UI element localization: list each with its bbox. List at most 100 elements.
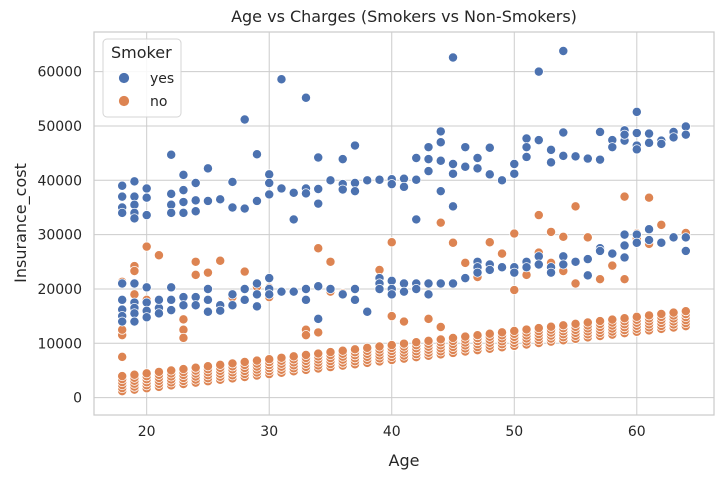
point-yes (387, 180, 396, 189)
point-yes (167, 283, 176, 292)
point-yes (228, 301, 237, 310)
point-yes (461, 162, 470, 171)
point-no-band (203, 362, 212, 371)
point-yes (289, 287, 298, 296)
point-no-band (252, 356, 261, 365)
point-yes (326, 284, 335, 293)
point-no (620, 275, 629, 284)
point-no-band (436, 335, 445, 344)
point-no-band (277, 353, 286, 362)
point-no-band (473, 331, 482, 340)
point-yes (546, 158, 555, 167)
point-yes (424, 143, 433, 152)
point-no-band (497, 328, 506, 337)
point-yes (448, 159, 457, 168)
point-yes (436, 127, 445, 136)
point-yes (252, 196, 261, 205)
point-no-band (314, 349, 323, 358)
point-no-band (350, 345, 359, 354)
point-yes (167, 150, 176, 159)
point-no (326, 257, 335, 266)
point-yes (448, 53, 457, 62)
point-yes (473, 153, 482, 162)
point-yes (412, 215, 421, 224)
point-yes (559, 128, 568, 137)
point-yes (326, 176, 335, 185)
point-yes (314, 314, 323, 323)
point-yes (681, 246, 690, 255)
point-no (497, 249, 506, 258)
point-yes (632, 107, 641, 116)
point-yes (424, 166, 433, 175)
y-tick-label: 60000 (37, 65, 82, 81)
point-no-band (399, 339, 408, 348)
point-yes (142, 283, 151, 292)
legend-label-yes: yes (150, 71, 174, 87)
point-yes (252, 279, 261, 288)
point-yes (595, 246, 604, 255)
legend-title: Smoker (111, 43, 172, 62)
point-yes (363, 307, 372, 316)
point-yes (620, 253, 629, 262)
point-no-band (485, 329, 494, 338)
point-yes (522, 143, 531, 152)
point-yes (118, 279, 127, 288)
point-yes (203, 164, 212, 173)
x-tick-labels: 20 30 40 50 60 (138, 424, 646, 440)
point-yes (301, 93, 310, 102)
point-no (644, 193, 653, 202)
point-yes (436, 187, 445, 196)
point-yes (179, 185, 188, 194)
point-yes (522, 152, 531, 161)
point-no (657, 220, 666, 229)
point-yes (203, 295, 212, 304)
point-yes (632, 238, 641, 247)
point-yes (277, 287, 286, 296)
point-yes (130, 279, 139, 288)
point-no-band (681, 307, 690, 316)
y-tick-label: 0 (73, 391, 82, 407)
point-yes (387, 290, 396, 299)
point-no-band (118, 372, 127, 381)
point-no-band (240, 357, 249, 366)
point-yes (191, 178, 200, 187)
point-yes (301, 189, 310, 198)
point-no (583, 233, 592, 242)
point-yes (154, 309, 163, 318)
point-yes (240, 295, 249, 304)
point-yes (228, 290, 237, 299)
point-yes (216, 306, 225, 315)
point-no-band (179, 364, 188, 373)
point-yes (669, 233, 678, 242)
point-no-band (510, 326, 519, 335)
point-yes (497, 263, 506, 272)
legend-label-no: no (150, 94, 167, 110)
point-no (314, 244, 323, 253)
point-yes (485, 265, 494, 274)
point-no-band (620, 314, 629, 323)
point-yes (583, 254, 592, 263)
point-no (154, 251, 163, 260)
point-yes (350, 187, 359, 196)
point-yes (118, 192, 127, 201)
point-yes (448, 279, 457, 288)
point-yes (142, 193, 151, 202)
point-yes (534, 67, 543, 76)
point-yes (338, 155, 347, 164)
point-no-band (657, 309, 666, 318)
point-no (216, 256, 225, 265)
point-no-band (301, 350, 310, 359)
point-yes (632, 128, 641, 137)
y-tick-label: 20000 (37, 282, 82, 298)
point-yes (424, 155, 433, 164)
point-no-band (154, 367, 163, 376)
point-yes (179, 197, 188, 206)
point-yes (485, 170, 494, 179)
point-no-band (632, 312, 641, 321)
point-yes (228, 203, 237, 212)
point-yes (485, 143, 494, 152)
x-tick-label: 60 (628, 424, 646, 440)
point-yes (510, 159, 519, 168)
point-yes (399, 182, 408, 191)
point-no (387, 312, 396, 321)
